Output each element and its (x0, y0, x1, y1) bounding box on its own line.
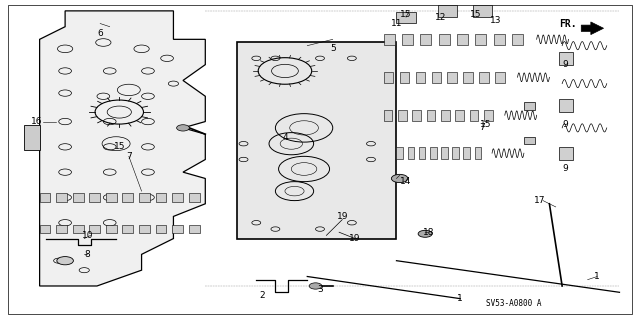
Text: 15: 15 (470, 10, 482, 19)
Text: 2: 2 (260, 291, 266, 300)
Bar (452, 147, 459, 159)
Bar (56, 193, 67, 202)
Text: 19: 19 (349, 234, 361, 243)
Bar (122, 193, 133, 202)
Bar (399, 71, 409, 83)
Bar (420, 33, 431, 45)
Bar (476, 33, 486, 45)
Bar (479, 71, 489, 83)
Text: 16: 16 (31, 117, 42, 126)
Text: 6: 6 (97, 28, 103, 38)
Circle shape (392, 174, 408, 182)
Bar (441, 109, 450, 121)
Circle shape (57, 256, 74, 265)
Text: 5: 5 (330, 44, 335, 53)
Text: FR.: FR. (559, 19, 577, 29)
Text: 15: 15 (400, 10, 412, 19)
Bar (122, 225, 133, 234)
Bar (398, 109, 406, 121)
Bar (463, 71, 473, 83)
Bar (438, 5, 457, 17)
Bar (474, 147, 481, 159)
Bar (106, 193, 116, 202)
Text: 11: 11 (390, 19, 402, 28)
Text: 10: 10 (82, 231, 93, 240)
Text: 8: 8 (84, 250, 90, 259)
Circle shape (418, 230, 432, 237)
Bar (463, 147, 470, 159)
Bar (512, 33, 523, 45)
Bar (172, 193, 183, 202)
Bar (430, 147, 436, 159)
Bar (90, 193, 100, 202)
Bar (438, 33, 450, 45)
Bar (431, 71, 441, 83)
Bar (139, 225, 150, 234)
Text: 17: 17 (534, 196, 545, 205)
Text: 18: 18 (422, 228, 434, 237)
Bar (156, 193, 166, 202)
Text: 1: 1 (595, 272, 600, 281)
Bar (473, 5, 492, 17)
Text: 15: 15 (113, 142, 125, 151)
Bar (156, 225, 166, 234)
Bar (56, 225, 67, 234)
Bar (172, 225, 183, 234)
Bar (139, 193, 150, 202)
Bar (457, 33, 468, 45)
Bar (73, 193, 84, 202)
Text: 7: 7 (126, 152, 132, 161)
Circle shape (177, 125, 189, 131)
Text: 13: 13 (490, 16, 501, 25)
Text: 9: 9 (563, 120, 568, 129)
Bar (456, 109, 464, 121)
Circle shape (309, 283, 322, 289)
Polygon shape (581, 22, 604, 34)
Bar (470, 109, 478, 121)
Text: 19: 19 (337, 212, 348, 221)
Bar (408, 147, 414, 159)
Bar (106, 225, 116, 234)
Text: 12: 12 (435, 13, 447, 22)
Bar (559, 147, 573, 160)
Bar (495, 71, 505, 83)
Bar (524, 102, 536, 109)
Text: 7: 7 (479, 123, 485, 132)
Bar (415, 71, 425, 83)
Bar (189, 225, 200, 234)
Bar (447, 71, 457, 83)
Bar (237, 42, 396, 239)
Text: 3: 3 (317, 285, 323, 294)
Bar (384, 71, 394, 83)
Bar (396, 11, 415, 23)
Bar (40, 193, 51, 202)
Bar (484, 109, 493, 121)
Bar (524, 137, 536, 144)
Text: 14: 14 (401, 177, 412, 186)
Bar (493, 33, 504, 45)
Bar (189, 193, 200, 202)
Bar (384, 33, 395, 45)
Text: 1: 1 (458, 294, 463, 303)
Text: SV53-A0800 A: SV53-A0800 A (486, 299, 541, 308)
Text: 4: 4 (282, 133, 288, 142)
Bar (559, 100, 573, 112)
Bar (412, 109, 421, 121)
Bar (419, 147, 426, 159)
Bar (40, 225, 51, 234)
Text: 9: 9 (563, 60, 568, 69)
Bar (384, 109, 392, 121)
Bar (441, 147, 448, 159)
Bar (427, 109, 435, 121)
Bar (402, 33, 413, 45)
Bar (90, 225, 100, 234)
Polygon shape (40, 11, 205, 286)
Bar (396, 147, 403, 159)
Bar (559, 52, 573, 65)
Text: 9: 9 (563, 165, 568, 174)
Bar (73, 225, 84, 234)
Bar (24, 125, 40, 150)
Text: 15: 15 (480, 120, 492, 129)
